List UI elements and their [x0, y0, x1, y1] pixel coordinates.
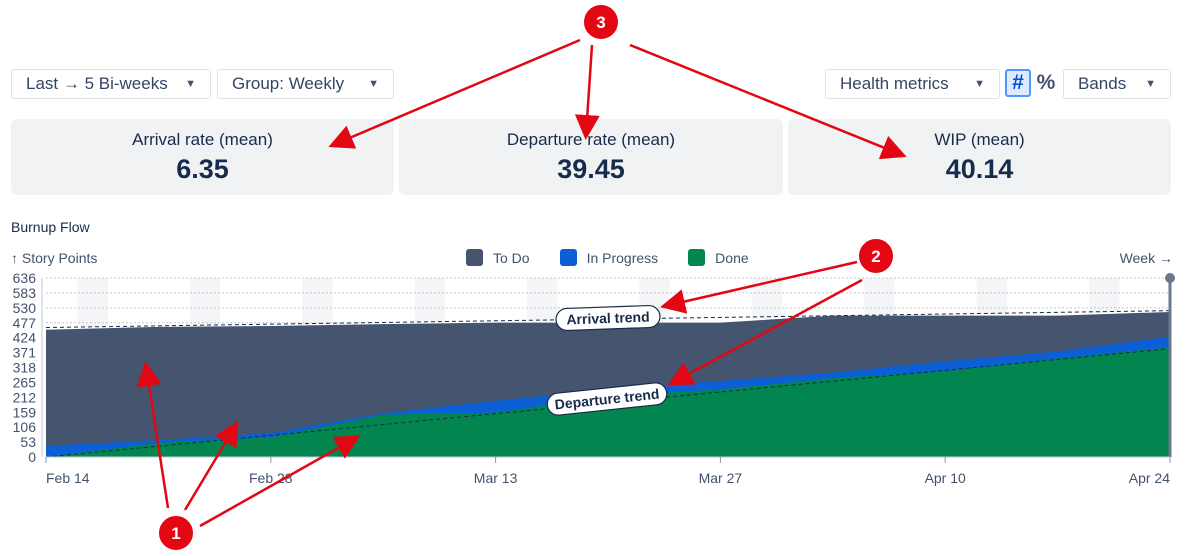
x-tick-label: Apr 24 — [1129, 470, 1170, 486]
legend-swatch-todo — [466, 249, 483, 266]
x-tick-label: Mar 27 — [699, 470, 743, 486]
current-week-marker-dot — [1165, 273, 1175, 283]
y-tick-label: 583 — [13, 285, 37, 301]
annotation-number: 3 — [596, 13, 605, 32]
chevron-down-icon: ▼ — [974, 78, 985, 90]
y-tick-label: 0 — [28, 449, 36, 465]
annotation-number: 2 — [871, 247, 880, 266]
hash-icon: # — [1012, 71, 1024, 94]
arrival-rate-label: Arrival rate (mean) — [132, 129, 273, 149]
legend-label-done: Done — [715, 249, 749, 266]
arrival-rate-card: Arrival rate (mean) 6.35 — [11, 119, 394, 195]
annotation-badge — [157, 514, 195, 552]
legend-item-in-progress[interactable]: In Progress — [559, 249, 659, 266]
chart-legend: To Do In Progress Done — [466, 249, 749, 266]
y-tick-label: 636 — [13, 270, 37, 286]
y-tick-label: 424 — [13, 330, 37, 346]
departure-rate-value: 39.45 — [557, 153, 625, 184]
legend-item-done[interactable]: Done — [688, 249, 749, 266]
chevron-down-icon: ▼ — [185, 78, 196, 90]
health-metrics-label: Health metrics — [840, 74, 949, 93]
y-tick-label: 159 — [13, 404, 37, 420]
y-tick-label: 477 — [13, 315, 37, 331]
annotation-number: 1 — [171, 524, 180, 543]
y-axis-label: ↑ Story Points — [11, 250, 98, 266]
date-range-label: Last → 5 Bi-weeks — [26, 74, 168, 93]
chart-title: Burnup Flow — [11, 219, 90, 235]
y-tick-label: 318 — [13, 360, 37, 376]
health-metrics-dropdown[interactable]: Health metrics ▼ — [825, 69, 1000, 99]
chevron-down-icon: ▼ — [1145, 78, 1156, 90]
x-tick-label: Mar 13 — [474, 470, 518, 486]
y-tick-label: 371 — [13, 345, 37, 361]
y-tick-label: 530 — [13, 300, 37, 316]
wip-value: 40.14 — [945, 153, 1014, 184]
x-tick-label: Apr 10 — [925, 470, 966, 486]
departure-rate-label: Departure rate (mean) — [506, 129, 676, 149]
bands-dropdown[interactable]: Bands ▼ — [1063, 69, 1171, 99]
legend-label-in-progress: In Progress — [586, 249, 659, 266]
trend-line — [45, 348, 1171, 458]
legend-label-todo: To Do — [493, 249, 530, 266]
y-tick-label: 106 — [13, 419, 37, 435]
absolute-values-button[interactable]: # — [1005, 69, 1031, 97]
arrival-rate-value: 6.35 — [176, 153, 229, 184]
chevron-down-icon: ▼ — [368, 78, 379, 90]
y-tick-label: 265 — [13, 374, 37, 390]
bands-label: Bands — [1078, 74, 1127, 93]
wip-label: WIP (mean) — [934, 129, 1025, 149]
x-axis-label: Week → — [1119, 250, 1173, 266]
y-tick-label: 53 — [20, 434, 36, 450]
legend-swatch-in-progress — [559, 249, 577, 266]
x-tick-label: Feb 14 — [46, 470, 90, 486]
y-tick-label: 212 — [13, 389, 37, 405]
date-range-dropdown[interactable]: Last → 5 Bi-weeks ▼ — [11, 69, 211, 99]
percentage-button[interactable]: % — [1033, 69, 1059, 97]
departure-rate-card: Departure rate (mean) 39.45 — [399, 119, 783, 195]
wip-card: WIP (mean) 40.14 — [788, 119, 1171, 195]
legend-swatch-done — [688, 249, 706, 266]
group-dropdown[interactable]: Group: Weekly ▼ — [217, 69, 394, 99]
group-label: Group: Weekly — [232, 74, 345, 93]
legend-item-todo[interactable]: To Do — [466, 249, 530, 266]
percent-icon: % — [1036, 71, 1056, 94]
svg-text:Arrival trend: Arrival trend — [566, 309, 650, 328]
x-tick-label: Feb 28 — [249, 470, 293, 486]
annotation-badge — [582, 3, 620, 41]
trend-label: Arrival trend — [555, 304, 661, 332]
